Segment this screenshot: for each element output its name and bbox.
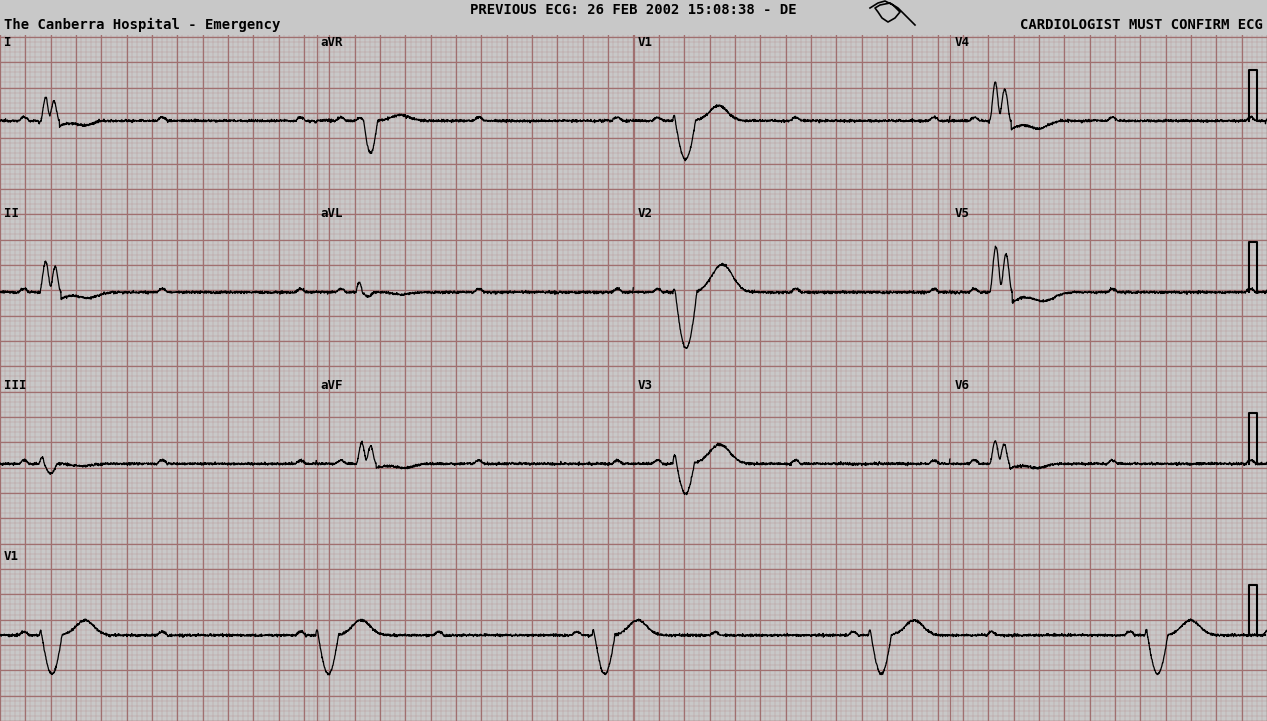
Text: III: III [4, 379, 27, 392]
Text: CARDIOLOGIST MUST CONFIRM ECG: CARDIOLOGIST MUST CONFIRM ECG [1020, 18, 1263, 32]
Text: I: I [4, 36, 11, 49]
Text: V1: V1 [637, 36, 653, 49]
Text: V4: V4 [954, 36, 969, 49]
Text: II: II [4, 207, 19, 220]
Text: V1: V1 [4, 550, 19, 563]
Text: V2: V2 [637, 207, 653, 220]
Text: aVF: aVF [321, 379, 343, 392]
Bar [0, 0, 1267, 35]
Text: The Canberra Hospital - Emergency: The Canberra Hospital - Emergency [4, 18, 280, 32]
Text: V6: V6 [954, 379, 969, 392]
Text: aVL: aVL [321, 207, 343, 220]
Text: V3: V3 [637, 379, 653, 392]
Text: PREVIOUS ECG: 26 FEB 2002 15:08:38 - DE: PREVIOUS ECG: 26 FEB 2002 15:08:38 - DE [470, 3, 797, 17]
Text: aVR: aVR [321, 36, 343, 49]
Text: V5: V5 [954, 207, 969, 220]
